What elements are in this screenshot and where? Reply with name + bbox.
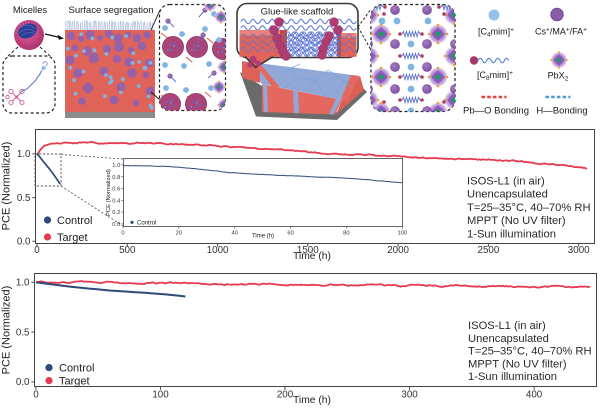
svg-text:400: 400 [526,389,543,400]
svg-text:1000: 1000 [207,245,229,256]
svg-text:1.0: 1.0 [16,278,30,289]
svg-text:0.8: 0.8 [112,175,120,181]
svg-text:1500: 1500 [297,245,319,256]
svg-text:80: 80 [343,231,349,237]
svg-text:2500: 2500 [478,245,500,256]
svg-text:Control: Control [137,220,156,226]
svg-text:0.0: 0.0 [16,377,30,388]
svg-text:200: 200 [277,389,294,400]
svg-text:0: 0 [121,231,124,237]
svg-text:Pb—O Bonding: Pb—O Bonding [463,106,529,117]
svg-text:60: 60 [287,231,293,237]
svg-text:100: 100 [397,231,407,237]
svg-text:Control: Control [57,215,92,227]
svg-text:1.0: 1.0 [112,163,120,169]
svg-text:0.0: 0.0 [17,237,31,248]
svg-text:PbX2: PbX2 [548,71,569,83]
svg-text:MPPT (No UV filter): MPPT (No UV filter) [468,358,567,370]
svg-text:Unencapsulated: Unencapsulated [468,333,549,345]
svg-text:Time (h): Time (h) [252,234,274,240]
svg-text:0.4: 0.4 [112,198,121,204]
svg-text:20: 20 [176,231,182,237]
svg-text:40: 40 [231,231,237,237]
svg-text:Cs+/MA+/FA+: Cs+/MA+/FA+ [535,27,587,37]
svg-text:PCE (Normalized): PCE (Normalized) [1,142,13,231]
svg-text:Control: Control [59,363,94,375]
svg-text:0.0: 0.0 [112,222,120,228]
svg-text:Time (h): Time (h) [293,251,331,262]
svg-text:1.0: 1.0 [17,149,31,160]
svg-text:ISOS-L1 (in air): ISOS-L1 (in air) [467,176,545,188]
svg-text:T=25–35°C, 40–70% RH: T=25–35°C, 40–70% RH [467,202,591,214]
svg-text:1-Sun illumination: 1-Sun illumination [468,371,557,383]
svg-text:0.5: 0.5 [16,327,30,338]
svg-text:500: 500 [119,245,136,256]
svg-text:PCE (Normalized): PCE (Normalized) [1,286,13,375]
svg-text:Target: Target [57,232,88,244]
svg-text:3000: 3000 [568,245,590,256]
svg-text:Glue-like scaffold: Glue-like scaffold [261,7,334,18]
svg-text:Target: Target [59,376,90,388]
svg-text:ISOS-L1 (in air): ISOS-L1 (in air) [468,320,546,332]
svg-text:100: 100 [152,389,169,400]
svg-text:MPPT (No UV filter): MPPT (No UV filter) [467,215,566,227]
svg-text:0: 0 [34,245,40,256]
svg-text:1-Sun illumination: 1-Sun illumination [467,228,556,240]
svg-text:H—Bonding: H—Bonding [536,106,587,117]
svg-text:2000: 2000 [387,245,409,256]
svg-text:Time (h): Time (h) [293,395,331,406]
svg-text:0.6: 0.6 [112,187,120,193]
svg-text:Surface segregation: Surface segregation [68,5,153,16]
svg-text:0: 0 [33,389,39,400]
svg-text:0.5: 0.5 [17,193,31,204]
svg-text:0.2: 0.2 [112,210,120,216]
svg-text:PCE (Normalized): PCE (Normalized) [106,169,112,216]
svg-text:Unencapsulated: Unencapsulated [467,189,548,201]
svg-text:T=25–35°C, 40–70% RH: T=25–35°C, 40–70% RH [468,346,592,358]
svg-text:300: 300 [401,389,418,400]
svg-text:Micelles: Micelles [13,5,48,16]
